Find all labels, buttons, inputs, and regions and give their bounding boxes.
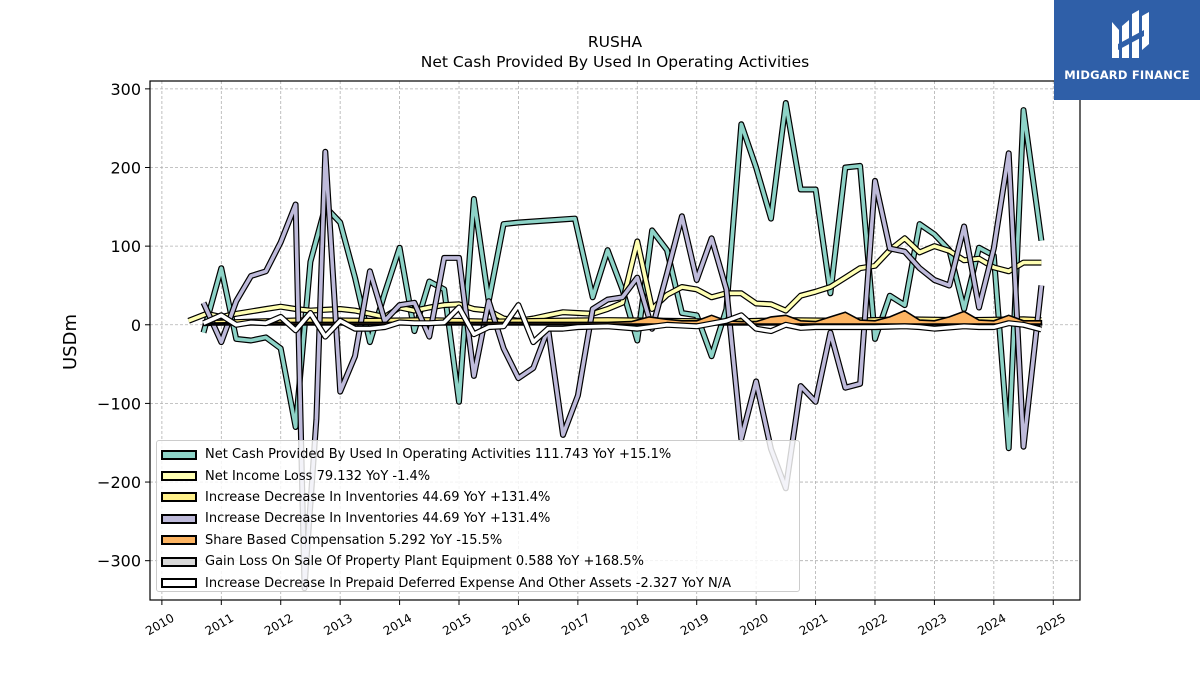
x-tick-label: 2013 [321,611,354,638]
chart-subtitle: Net Cash Provided By Used In Operating A… [421,53,809,71]
series-net-cash-provided-by-used-in-operating-activities-0-line [201,101,1044,451]
logo-text: MIDGARD FINANCE [1064,68,1190,82]
x-tick-label: 2024 [975,611,1008,638]
series-layer [187,100,1045,592]
y-tick-label: −300 [97,552,141,571]
plot-frame [149,80,1081,601]
x-tick-label: 2017 [559,611,592,638]
logo-mark-icon [1112,10,1149,58]
legend-label: Net Cash Provided By Used In Operating A… [205,447,672,463]
x-tick-label: 2011 [203,611,236,638]
legend-label: Net Income Loss 79.132 YoY -1.4% [205,468,431,484]
legend-label: Share Based Compensation 5.292 YoY -15.5… [205,532,503,548]
chart-title: RUSHA [588,33,643,51]
y-tick-label: 100 [110,237,141,256]
legend-label: Increase Decrease In Inventories 44.69 Y… [205,511,551,527]
legend-entry: Increase Decrease In Inventories 44.69 Y… [160,508,799,529]
legend-swatch [161,449,197,460]
x-tick-label: 2021 [797,611,830,638]
series-net-cash-provided-by-used-in-operating-activities-0-outline [200,100,1045,452]
y-tick-label: 200 [110,159,141,178]
legend-swatch [161,513,197,524]
legend-entry: Net Cash Provided By Used In Operating A… [160,444,799,465]
legend-swatch [161,535,197,546]
legend: Net Cash Provided By Used In Operating A… [156,440,800,592]
y-tick-label: 0 [131,316,141,335]
legend-label: Gain Loss On Sale Of Property Plant Equi… [205,554,644,570]
x-tick-label: 2022 [856,611,889,638]
x-tick-label: 2012 [262,611,295,638]
y-tick-label: 300 [110,80,141,99]
x-tick-label: 2015 [440,611,473,638]
x-tick-label: 2014 [381,611,414,638]
legend-entry: Gain Loss On Sale Of Property Plant Equi… [160,551,799,572]
legend-label: Increase Decrease In Inventories 44.69 Y… [205,489,551,505]
x-tick-label: 2023 [916,611,949,638]
y-tick-label: −200 [97,473,141,492]
y-axis-label: USDm [60,314,81,370]
legend-entry: Increase Decrease In Inventories 44.69 Y… [160,487,799,508]
x-tick-label: 2018 [619,611,652,638]
x-tick-label: 2010 [143,611,176,638]
x-tick-label: 2019 [678,611,711,638]
legend-entry: Share Based Compensation 5.292 YoY -15.5… [160,530,799,551]
x-tick-label: 2020 [737,611,770,638]
legend-swatch [161,471,197,482]
legend-swatch [161,492,197,503]
x-tick-label: 2016 [500,611,533,638]
legend-swatch [161,578,197,589]
legend-entry: Increase Decrease In Prepaid Deferred Ex… [160,572,799,593]
legend-label: Increase Decrease In Prepaid Deferred Ex… [205,575,732,591]
legend-swatch [161,556,197,567]
x-tick-label: 2025 [1035,611,1068,638]
legend-entry: Net Income Loss 79.132 YoY -1.4% [160,465,799,486]
brand-logo: MIDGARD FINANCE [1054,0,1200,100]
series-increase-decrease-in-inventories-3-line [201,150,1044,591]
series-increase-decrease-in-prepaid-deferred-expense-and-other-assets-6-line [202,303,1042,344]
y-tick-label: −100 [97,394,141,413]
